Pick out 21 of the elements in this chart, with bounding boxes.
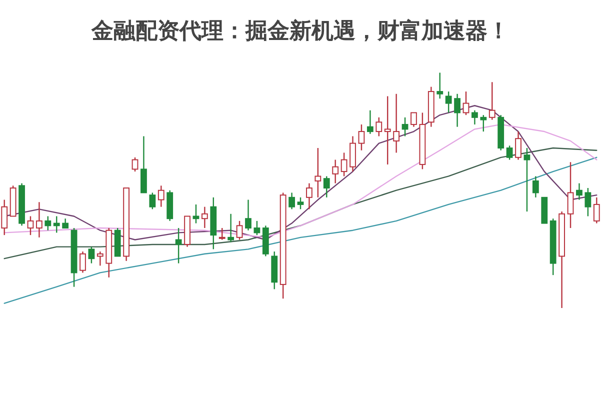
candlestick [332,159,339,184]
candlestick [350,136,356,172]
candlestick [515,130,522,160]
candlestick [175,227,182,264]
candlestick [314,147,322,198]
candlestick [576,182,582,200]
candlestick [306,182,312,210]
candlestick [245,199,252,231]
candlestick [36,202,42,238]
candlestick [532,176,539,198]
candlestick [96,250,104,266]
title: 金融配资代理：掘金新机遇，财富加速器！ [92,19,510,44]
candlestick [567,162,574,229]
candlestick [201,206,208,229]
candlestick [428,86,434,128]
candlestick [384,96,391,166]
candlestick [393,93,400,154]
candlestick [366,110,374,134]
candlestick [558,210,566,309]
candlestick [454,93,460,128]
candlestick [210,196,217,250]
